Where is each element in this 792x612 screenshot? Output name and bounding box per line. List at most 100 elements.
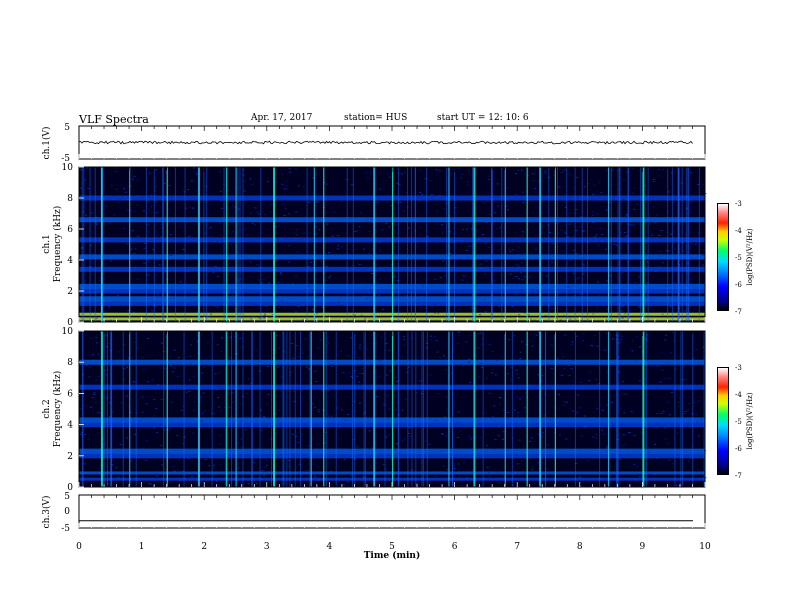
noise-pixel <box>624 393 627 395</box>
noise-pixel <box>326 345 329 347</box>
noise-pixel <box>230 336 233 338</box>
noise-pixel <box>292 357 295 359</box>
noise-pixel <box>545 468 548 470</box>
noise-pixel <box>369 466 372 468</box>
noise-pixel <box>116 294 119 296</box>
noise-pixel <box>497 426 500 428</box>
noise-pixel <box>295 211 298 213</box>
noise-pixel <box>132 298 135 300</box>
noise-pixel <box>483 412 486 414</box>
noise-pixel <box>630 411 633 413</box>
sferic-burst <box>235 331 237 487</box>
sferic-burst <box>251 331 253 487</box>
noise-pixel <box>235 386 238 388</box>
noise-pixel <box>170 254 173 256</box>
noise-pixel <box>416 246 419 248</box>
noise-pixel <box>353 314 356 316</box>
noise-pixel <box>532 180 535 182</box>
noise-pixel <box>80 433 83 435</box>
noise-pixel <box>656 388 659 390</box>
noise-pixel <box>296 251 299 253</box>
noise-pixel <box>151 249 154 251</box>
noise-pixel <box>620 310 623 312</box>
noise-pixel <box>553 432 556 434</box>
noise-pixel <box>667 191 670 193</box>
noise-pixel <box>295 275 298 277</box>
noise-pixel <box>606 308 609 310</box>
noise-pixel <box>340 200 343 202</box>
noise-pixel <box>595 234 598 236</box>
noise-pixel <box>379 359 382 361</box>
noise-pixel <box>292 391 295 393</box>
noise-pixel <box>541 374 544 376</box>
noise-pixel <box>95 318 98 320</box>
noise-pixel <box>371 447 374 449</box>
noise-pixel <box>442 260 445 262</box>
sferic-burst <box>671 167 673 322</box>
noise-pixel <box>701 264 704 266</box>
noise-pixel <box>201 414 204 416</box>
noise-pixel <box>503 285 506 287</box>
noise-pixel <box>105 374 108 376</box>
noise-pixel <box>305 366 308 368</box>
noise-pixel <box>604 349 607 351</box>
sferic-burst <box>448 167 450 322</box>
noise-pixel <box>365 298 368 300</box>
noise-pixel <box>673 282 676 284</box>
noise-pixel <box>108 222 111 224</box>
noise-pixel <box>99 277 102 279</box>
noise-pixel <box>579 293 582 295</box>
noise-pixel <box>98 254 101 256</box>
noise-pixel <box>343 458 346 460</box>
noise-pixel <box>287 213 290 215</box>
sferic-burst <box>581 167 583 322</box>
noise-pixel <box>542 364 545 366</box>
noise-pixel <box>543 393 546 395</box>
noise-pixel <box>237 467 240 469</box>
noise-pixel <box>396 182 399 184</box>
sferic-burst <box>100 167 103 322</box>
noise-pixel <box>428 481 431 483</box>
noise-pixel <box>511 249 514 251</box>
noise-pixel <box>295 234 298 236</box>
noise-pixel <box>285 188 288 190</box>
sferic-burst <box>426 167 428 322</box>
noise-pixel <box>585 301 588 303</box>
noise-pixel <box>129 412 132 414</box>
noise-pixel <box>305 469 308 471</box>
noise-pixel <box>95 336 98 338</box>
noise-pixel <box>387 434 390 436</box>
noise-pixel <box>704 193 707 195</box>
y-tick-label: 6 <box>67 389 73 399</box>
noise-pixel <box>218 434 221 436</box>
sferic-burst <box>364 331 366 487</box>
noise-pixel <box>516 396 519 398</box>
noise-pixel <box>307 368 310 370</box>
noise-pixel <box>132 255 135 257</box>
noise-pixel <box>279 272 282 274</box>
x-tick-label: 5 <box>389 542 395 552</box>
noise-pixel <box>682 197 685 199</box>
noise-pixel <box>435 420 438 422</box>
noise-pixel <box>515 454 518 456</box>
noise-pixel <box>437 393 440 395</box>
noise-pixel <box>163 367 166 369</box>
noise-pixel <box>596 345 599 347</box>
noise-pixel <box>442 355 445 357</box>
noise-pixel <box>571 175 574 177</box>
noise-pixel <box>195 387 198 389</box>
noise-pixel <box>379 296 382 298</box>
noise-pixel <box>185 207 188 209</box>
noise-pixel <box>83 434 86 436</box>
noise-pixel <box>131 229 134 231</box>
noise-pixel <box>678 401 681 403</box>
noise-pixel <box>187 477 190 479</box>
noise-pixel <box>105 384 108 386</box>
noise-pixel <box>449 231 452 233</box>
noise-pixel <box>371 272 374 274</box>
sferic-burst <box>554 167 556 322</box>
noise-pixel <box>482 233 485 235</box>
noise-pixel <box>377 376 380 378</box>
noise-pixel <box>582 263 585 265</box>
noise-pixel <box>568 215 571 217</box>
